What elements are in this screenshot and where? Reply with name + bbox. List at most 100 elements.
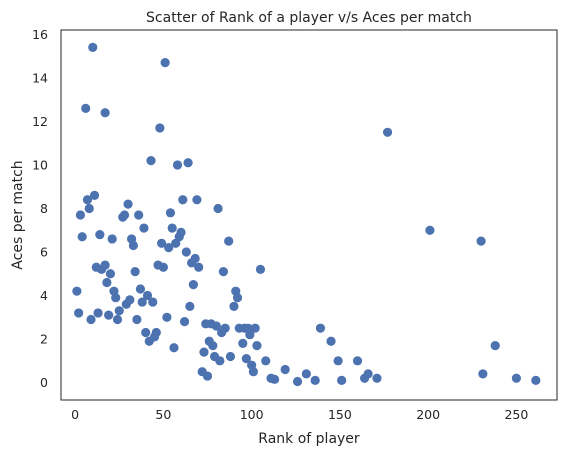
y-tick-label: 8 [40, 201, 48, 216]
scatter-point-45 [155, 123, 165, 133]
scatter-point-76 [211, 321, 221, 331]
scatter-point-34 [135, 284, 146, 294]
scatter-point-25 [119, 210, 130, 220]
scatter-point-111 [363, 369, 373, 379]
chart-title: Scatter of Rank of a player v/s Aces per… [146, 10, 472, 26]
scatter-point-38 [142, 290, 153, 301]
scatter-point-1 [74, 308, 84, 318]
scatter-point-61 [183, 158, 193, 168]
scatter-point-28 [125, 295, 135, 305]
scatter-point-5 [82, 195, 93, 205]
scatter-point-71 [202, 371, 213, 381]
scatter-point-22 [112, 314, 123, 325]
scatter-point-100 [269, 374, 280, 384]
scatter-point-105 [315, 323, 326, 333]
scatter-point-115 [476, 236, 486, 246]
scatter-point-114 [425, 225, 435, 235]
scatter-point-64 [188, 280, 198, 290]
x-tick-label: 150 [328, 407, 352, 422]
scatter-point-81 [220, 323, 230, 333]
scatter-point-14 [100, 260, 110, 270]
scatter-point-0 [72, 286, 82, 296]
scatter-point-48 [160, 58, 170, 68]
scatter-point-69 [199, 347, 209, 357]
scatter-point-18 [105, 269, 116, 279]
scatter-point-101 [280, 364, 290, 375]
scatter-point-107 [333, 356, 343, 366]
scatter-point-46 [157, 238, 167, 248]
scatter-point-43 [151, 327, 161, 338]
x-tick-label: 250 [504, 407, 528, 422]
scatter-point-118 [511, 373, 521, 383]
x-tick-label: 50 [155, 407, 171, 422]
scatter-point-104 [310, 375, 320, 386]
scatter-point-98 [261, 356, 271, 366]
scatter-point-32 [132, 314, 142, 325]
scatter-point-94 [248, 367, 258, 377]
scatter-point-33 [134, 210, 144, 220]
y-tick-label: 14 [32, 70, 48, 85]
scatter-point-35 [137, 297, 147, 307]
scatter-point-78 [215, 356, 225, 366]
scatter-point-12 [95, 229, 105, 240]
scatter-point-88 [238, 338, 248, 349]
scatter-point-11 [93, 308, 103, 318]
scatter-point-113 [382, 127, 393, 137]
scatter-point-8 [88, 42, 98, 53]
x-axis-label: Rank of player [258, 431, 360, 447]
scatter-point-57 [176, 227, 186, 238]
scatter-point-83 [225, 351, 236, 362]
scatter-point-7 [86, 314, 96, 325]
scatter-point-21 [111, 293, 121, 303]
scatter-point-60 [181, 247, 191, 257]
scatter-point-19 [107, 234, 117, 244]
y-tick-label: 0 [40, 375, 48, 390]
scatter-point-106 [326, 336, 336, 346]
scatter-point-47 [158, 262, 168, 272]
scatter-point-86 [232, 293, 243, 303]
scatter-point-51 [165, 208, 176, 218]
scatter-point-17 [104, 310, 114, 320]
x-tick-label: 200 [416, 407, 440, 422]
scatter-point-117 [490, 340, 500, 351]
scatter-point-112 [372, 373, 382, 383]
scatter-point-41 [148, 297, 158, 307]
x-axis-ticks: 0 50 100 150 200 250 [71, 407, 528, 422]
y-tick-label: 6 [40, 245, 48, 260]
scatter-point-50 [164, 243, 174, 253]
scatter-point-108 [337, 375, 347, 386]
scatter-point-40 [146, 155, 156, 166]
scatter-point-2 [75, 210, 86, 220]
scatter-point-37 [141, 327, 151, 338]
scatter-point-95 [250, 323, 260, 333]
scatter-point-30 [128, 240, 138, 251]
scatter-point-62 [185, 301, 195, 312]
y-tick-label: 4 [40, 288, 48, 303]
y-tick-label: 10 [32, 157, 48, 172]
scatter-point-27 [123, 199, 133, 209]
points-layer [72, 42, 541, 387]
scatter-point-55 [172, 160, 183, 170]
y-tick-label: 12 [32, 114, 48, 129]
scatter-point-49 [162, 312, 172, 322]
scatter-point-80 [218, 266, 228, 277]
scatter-point-92 [245, 330, 255, 340]
scatter-point-58 [178, 195, 188, 205]
scatter-point-82 [224, 236, 234, 246]
scatter-point-65 [190, 253, 200, 264]
scatter-point-116 [478, 369, 488, 379]
scatter-point-9 [89, 190, 100, 201]
scatter-point-59 [179, 317, 190, 327]
scatter-point-36 [139, 223, 149, 233]
scatter-point-16 [102, 277, 112, 288]
scatter-point-97 [255, 264, 266, 275]
scatter-point-52 [167, 223, 177, 233]
plot-frame [60, 29, 558, 401]
scatter-point-4 [81, 103, 91, 113]
scatter-point-84 [229, 301, 239, 312]
scatter-point-119 [531, 375, 541, 386]
x-tick-label: 0 [71, 407, 79, 422]
y-axis-label: Aces per match [10, 160, 26, 269]
